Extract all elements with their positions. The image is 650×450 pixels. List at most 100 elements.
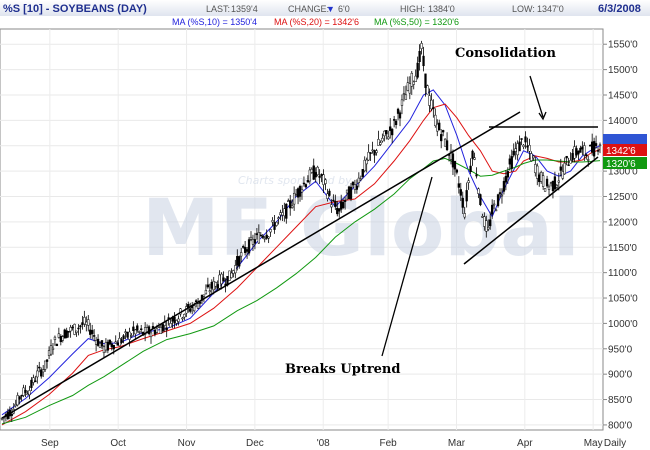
price-bar	[326, 188, 329, 202]
price-bar	[83, 310, 86, 327]
price-bar	[461, 191, 464, 214]
price-bar	[292, 186, 296, 211]
price-bar	[528, 138, 531, 160]
y-tick-label: 950'0	[608, 344, 633, 355]
last-label: LAST:	[206, 4, 230, 14]
price-bar	[138, 330, 141, 335]
x-tick-label: Dec	[246, 438, 264, 449]
gridlines	[0, 29, 603, 430]
price-bar	[410, 70, 413, 95]
y-tick-label: 1550'0	[608, 40, 638, 51]
price-bar	[308, 166, 311, 185]
price-bar	[465, 182, 468, 208]
price-bar	[261, 233, 264, 239]
price-bar	[553, 171, 557, 191]
price-bar	[65, 327, 68, 339]
price-bar	[79, 324, 82, 334]
price-bar	[87, 314, 90, 332]
y-tick-label: 1050'0	[608, 294, 638, 305]
price-bar	[338, 207, 341, 218]
price-bar	[351, 181, 355, 188]
price-bar	[181, 316, 184, 322]
watermark-text: Charts sponsored by	[238, 174, 352, 187]
price-bar	[32, 374, 35, 386]
price-bar	[392, 115, 396, 128]
price-bar	[596, 147, 600, 156]
price-bar	[396, 107, 400, 121]
price-bar	[367, 144, 370, 162]
price-bar	[385, 130, 388, 140]
price-bar	[440, 129, 443, 149]
price-bar	[365, 157, 368, 173]
price-bar	[424, 73, 427, 97]
price-bar	[494, 208, 498, 212]
price-bar	[363, 156, 366, 173]
price-bar	[585, 153, 588, 160]
price-bar	[69, 324, 72, 338]
price-bar	[420, 40, 423, 55]
price-bar	[504, 170, 508, 191]
price-bar	[73, 323, 76, 336]
price-bars	[0, 40, 602, 424]
price-bar	[10, 408, 13, 422]
price-bar	[498, 188, 502, 199]
y-tick-label: 1450'0	[608, 90, 638, 101]
price-bar	[16, 392, 19, 407]
ma50-legend: MA (%S,50) = 1320'6	[374, 17, 459, 27]
price-bar	[63, 328, 66, 339]
price-bar	[545, 175, 549, 188]
price-bar	[569, 152, 572, 164]
price-bar	[161, 323, 164, 334]
price-bar	[302, 176, 306, 187]
price-bar	[536, 163, 539, 186]
price-bar	[500, 188, 504, 204]
price-bar	[475, 167, 478, 179]
x-tick-label: Feb	[380, 438, 398, 449]
y-tick-label: 1150'0	[608, 243, 637, 254]
price-bar	[506, 167, 509, 184]
price-bar	[357, 172, 360, 188]
price-bar	[496, 193, 500, 208]
price-bar	[242, 244, 245, 249]
x-tick-label: Apr	[517, 438, 533, 449]
price-bar	[275, 221, 278, 227]
price-bar	[222, 271, 225, 282]
price-bar	[93, 329, 96, 342]
y-tick-label: 1000'0	[608, 319, 638, 330]
price-bar	[247, 237, 251, 256]
price-bar	[189, 302, 192, 314]
price-bar	[510, 149, 513, 173]
high-label: HIGH:	[400, 4, 425, 14]
price-bar	[412, 80, 415, 90]
price-bar	[561, 164, 564, 181]
watermark-logo: MF Global	[142, 184, 580, 274]
price-bar	[375, 148, 378, 156]
breaks-uptrend-arrow	[381, 176, 433, 357]
x-tick-label: Mar	[448, 438, 466, 449]
price-bar	[38, 361, 41, 373]
price-bar	[175, 319, 178, 326]
price-bar	[361, 169, 364, 179]
change-label: CHANGE:	[288, 4, 329, 14]
uptrend-line	[1, 111, 521, 419]
y-tick-label: 850'0	[608, 395, 633, 406]
price-bar	[228, 270, 231, 281]
price-bar	[398, 110, 402, 127]
header-bar	[0, 0, 650, 16]
price-bar	[324, 178, 327, 191]
price-bar	[51, 343, 55, 355]
price-bar	[416, 56, 419, 80]
price-bar	[136, 323, 139, 333]
price-bar	[349, 183, 353, 202]
price-bar	[24, 385, 27, 397]
ma50-tag-label: 1320'6	[606, 159, 636, 170]
y-tick-label: 900'0	[608, 370, 633, 381]
price-bar	[594, 135, 598, 149]
chart-date: 6/3/2008	[598, 3, 641, 15]
price-bar	[342, 198, 345, 210]
price-bar	[453, 160, 457, 177]
price-bar	[330, 199, 333, 213]
ma50-line	[1, 157, 601, 425]
price-bar	[355, 179, 359, 194]
change-value: 6'0	[338, 4, 350, 14]
